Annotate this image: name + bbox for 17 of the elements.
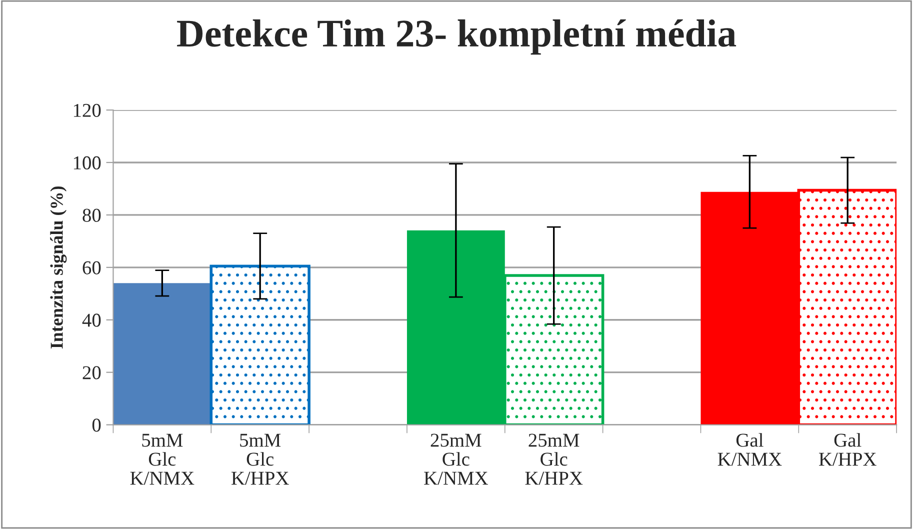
y-tick-label: 40	[82, 314, 101, 327]
y-tick-label: 20	[82, 366, 101, 380]
x-tick-label: 25mM Glc K/HPX	[525, 434, 583, 485]
x-tick-label: Gal K/NMX	[718, 433, 782, 466]
y-tick-label: 60	[82, 261, 101, 274]
y-tick-label: 120	[74, 104, 101, 117]
y-tick-label: 0	[92, 418, 101, 432]
x-tick-label: 25mM Glc K/NMX	[424, 434, 488, 485]
x-tick-label: Gal K/HPX	[818, 433, 876, 466]
x-tick-label: 5mM Glc K/NMX	[130, 434, 194, 485]
bar	[113, 283, 212, 425]
chart-title: Detekce Tim 23- kompletní média	[177, 19, 736, 55]
y-tick-label: 100	[74, 156, 101, 170]
y-tick-label: 80	[82, 208, 101, 222]
y-axis-title: Intenzita signálu (%)	[50, 186, 67, 349]
bar	[210, 264, 310, 425]
x-tick-label: 5mM Glc K/HPX	[231, 434, 289, 485]
